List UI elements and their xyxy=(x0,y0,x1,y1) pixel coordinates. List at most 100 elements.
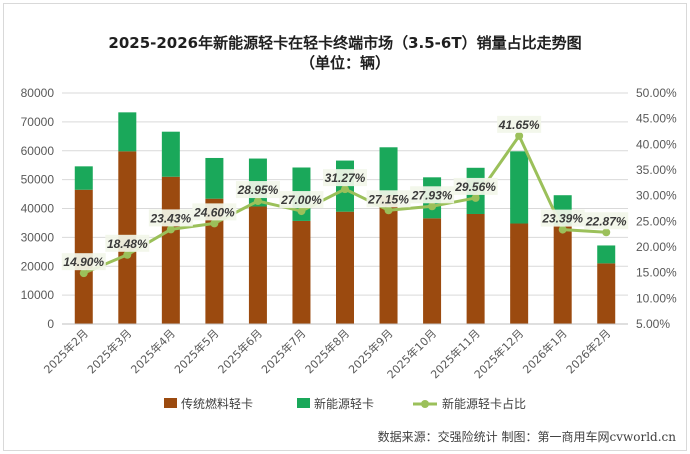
ratio-point xyxy=(210,219,219,228)
data-label: 18.48% xyxy=(107,237,148,251)
x-axis: 2025年2月2025年3月2025年4月2025年5月2025年6月2025年… xyxy=(41,323,628,381)
legend-swatch-new-energy xyxy=(297,398,310,408)
ratio-point xyxy=(79,269,88,278)
y2-tick-label: 5.00% xyxy=(636,317,670,331)
x-tick-label: 2025年5月 xyxy=(171,326,221,376)
data-label-bg xyxy=(323,169,367,187)
y-tick-label: 20000 xyxy=(21,259,55,273)
x-tick-label: 2025年7月 xyxy=(258,326,308,376)
x-tick-label: 2025年6月 xyxy=(215,326,265,376)
y-axis-right: 5.00% 10.00% 15.00% 20.00% 25.00% 30.00% 35.00… xyxy=(636,86,677,331)
data-label-bg xyxy=(584,212,629,230)
bar-new-energy xyxy=(161,131,180,177)
bar-traditional xyxy=(597,263,616,324)
bar-traditional xyxy=(248,206,267,324)
legend-label-ratio: 新能源轻卡占比 xyxy=(442,396,526,411)
y-tick-label: 80000 xyxy=(21,86,55,100)
data-labels-group: 14.90%18.48%23.43% 24.60%28.95%27.00%31.2… xyxy=(61,115,629,271)
data-label: 27.00% xyxy=(280,193,322,207)
x-tick-label: 2026年2月 xyxy=(563,326,613,376)
ratio-point xyxy=(253,197,262,206)
y-tick-label: 70000 xyxy=(21,115,55,129)
y-tick-label: 0 xyxy=(47,317,54,331)
y-tick-label: 50000 xyxy=(21,173,55,187)
ratio-point xyxy=(602,228,611,237)
bar-new-energy xyxy=(118,112,137,152)
y2-tick-label: 25.00% xyxy=(636,214,677,228)
data-label: 14.90% xyxy=(63,255,104,269)
bar-traditional xyxy=(553,225,572,324)
y2-tick-label: 15.00% xyxy=(636,266,677,280)
y-tick-label: 30000 xyxy=(21,230,55,244)
data-label: 28.95% xyxy=(237,183,279,197)
data-label: 23.39% xyxy=(541,212,583,226)
data-label-bg xyxy=(366,190,411,208)
ratio-point xyxy=(558,225,567,234)
data-label: 22.87% xyxy=(585,214,627,228)
data-label: 27.15% xyxy=(367,192,409,206)
ratio-point xyxy=(384,206,393,215)
data-label-bg xyxy=(410,186,455,204)
bar-new-energy xyxy=(510,151,529,224)
data-label-bg xyxy=(453,177,498,195)
chart-subtitle: （单位：辆） xyxy=(300,54,390,72)
data-label-bg xyxy=(148,209,193,227)
bar-traditional xyxy=(161,176,180,324)
y2-tick-label: 45.00% xyxy=(636,112,677,126)
data-label: 23.43% xyxy=(149,211,191,225)
x-tick-label: 2025年3月 xyxy=(84,326,134,376)
data-label: 24.60% xyxy=(193,205,235,219)
data-label-bg xyxy=(235,181,280,199)
ratio-point xyxy=(123,250,132,259)
data-label-bg xyxy=(105,234,150,252)
x-tick-label: 2026年1月 xyxy=(520,326,570,376)
data-label: 27.93% xyxy=(411,188,453,202)
chart-title: 2025-2026年新能源轻卡在轻卡终端市场（3.5-6T）销量占比走势图 xyxy=(108,34,581,52)
data-label-bg xyxy=(540,209,585,227)
legend: 传统燃料轻卡 新能源轻卡 新能源轻卡占比 xyxy=(164,396,526,411)
ratio-point xyxy=(515,131,524,140)
x-tick-label: 2025年4月 xyxy=(128,326,178,376)
legend-label-traditional: 传统燃料轻卡 xyxy=(181,396,253,411)
bar-new-energy xyxy=(597,245,616,264)
bar-new-energy xyxy=(379,147,398,196)
bar-traditional xyxy=(423,218,442,324)
bar-traditional xyxy=(205,198,224,324)
bar-traditional xyxy=(379,195,398,324)
ratio-line-group xyxy=(79,131,611,278)
ratio-point xyxy=(471,193,480,202)
bar-traditional xyxy=(336,211,354,324)
bar-traditional xyxy=(292,220,311,324)
data-label-bg xyxy=(497,115,542,133)
bar-traditional xyxy=(466,213,485,324)
ratio-point xyxy=(297,207,306,216)
y2-tick-label: 50.00% xyxy=(636,86,677,100)
legend-label-new-energy: 新能源轻卡 xyxy=(314,396,374,411)
y2-tick-label: 40.00% xyxy=(636,137,677,151)
ratio-point xyxy=(166,225,175,234)
data-label-bg xyxy=(279,191,324,209)
x-tick-label: 2025年2月 xyxy=(41,326,91,376)
legend-swatch-traditional xyxy=(164,398,177,408)
data-label-bg xyxy=(61,253,106,271)
y2-tick-label: 20.00% xyxy=(636,240,677,254)
y2-tick-label: 35.00% xyxy=(636,163,677,177)
y-tick-label: 60000 xyxy=(21,144,55,158)
data-label-bg xyxy=(192,203,237,221)
data-label: 31.27% xyxy=(325,171,366,185)
y-axis-left: 0 10000 20000 30000 40000 50000 60000 70000 8000… xyxy=(21,86,55,331)
y2-tick-label: 30.00% xyxy=(636,189,677,203)
bar-new-energy xyxy=(205,157,224,199)
data-label: 29.56% xyxy=(454,180,496,194)
bar-traditional xyxy=(510,223,529,324)
source-note: 数据来源：交强险统计 制图：第一商用车网cvworld.cn xyxy=(378,429,677,444)
data-label: 41.65% xyxy=(498,118,540,132)
y-tick-label: 40000 xyxy=(21,202,55,216)
y2-tick-label: 10.00% xyxy=(636,291,677,305)
x-tick-label: 2025年8月 xyxy=(302,326,352,376)
legend-swatch-ratio-marker xyxy=(421,400,429,408)
ratio-point xyxy=(428,202,437,211)
ratio-point xyxy=(341,185,349,194)
y-tick-label: 10000 xyxy=(21,288,55,302)
